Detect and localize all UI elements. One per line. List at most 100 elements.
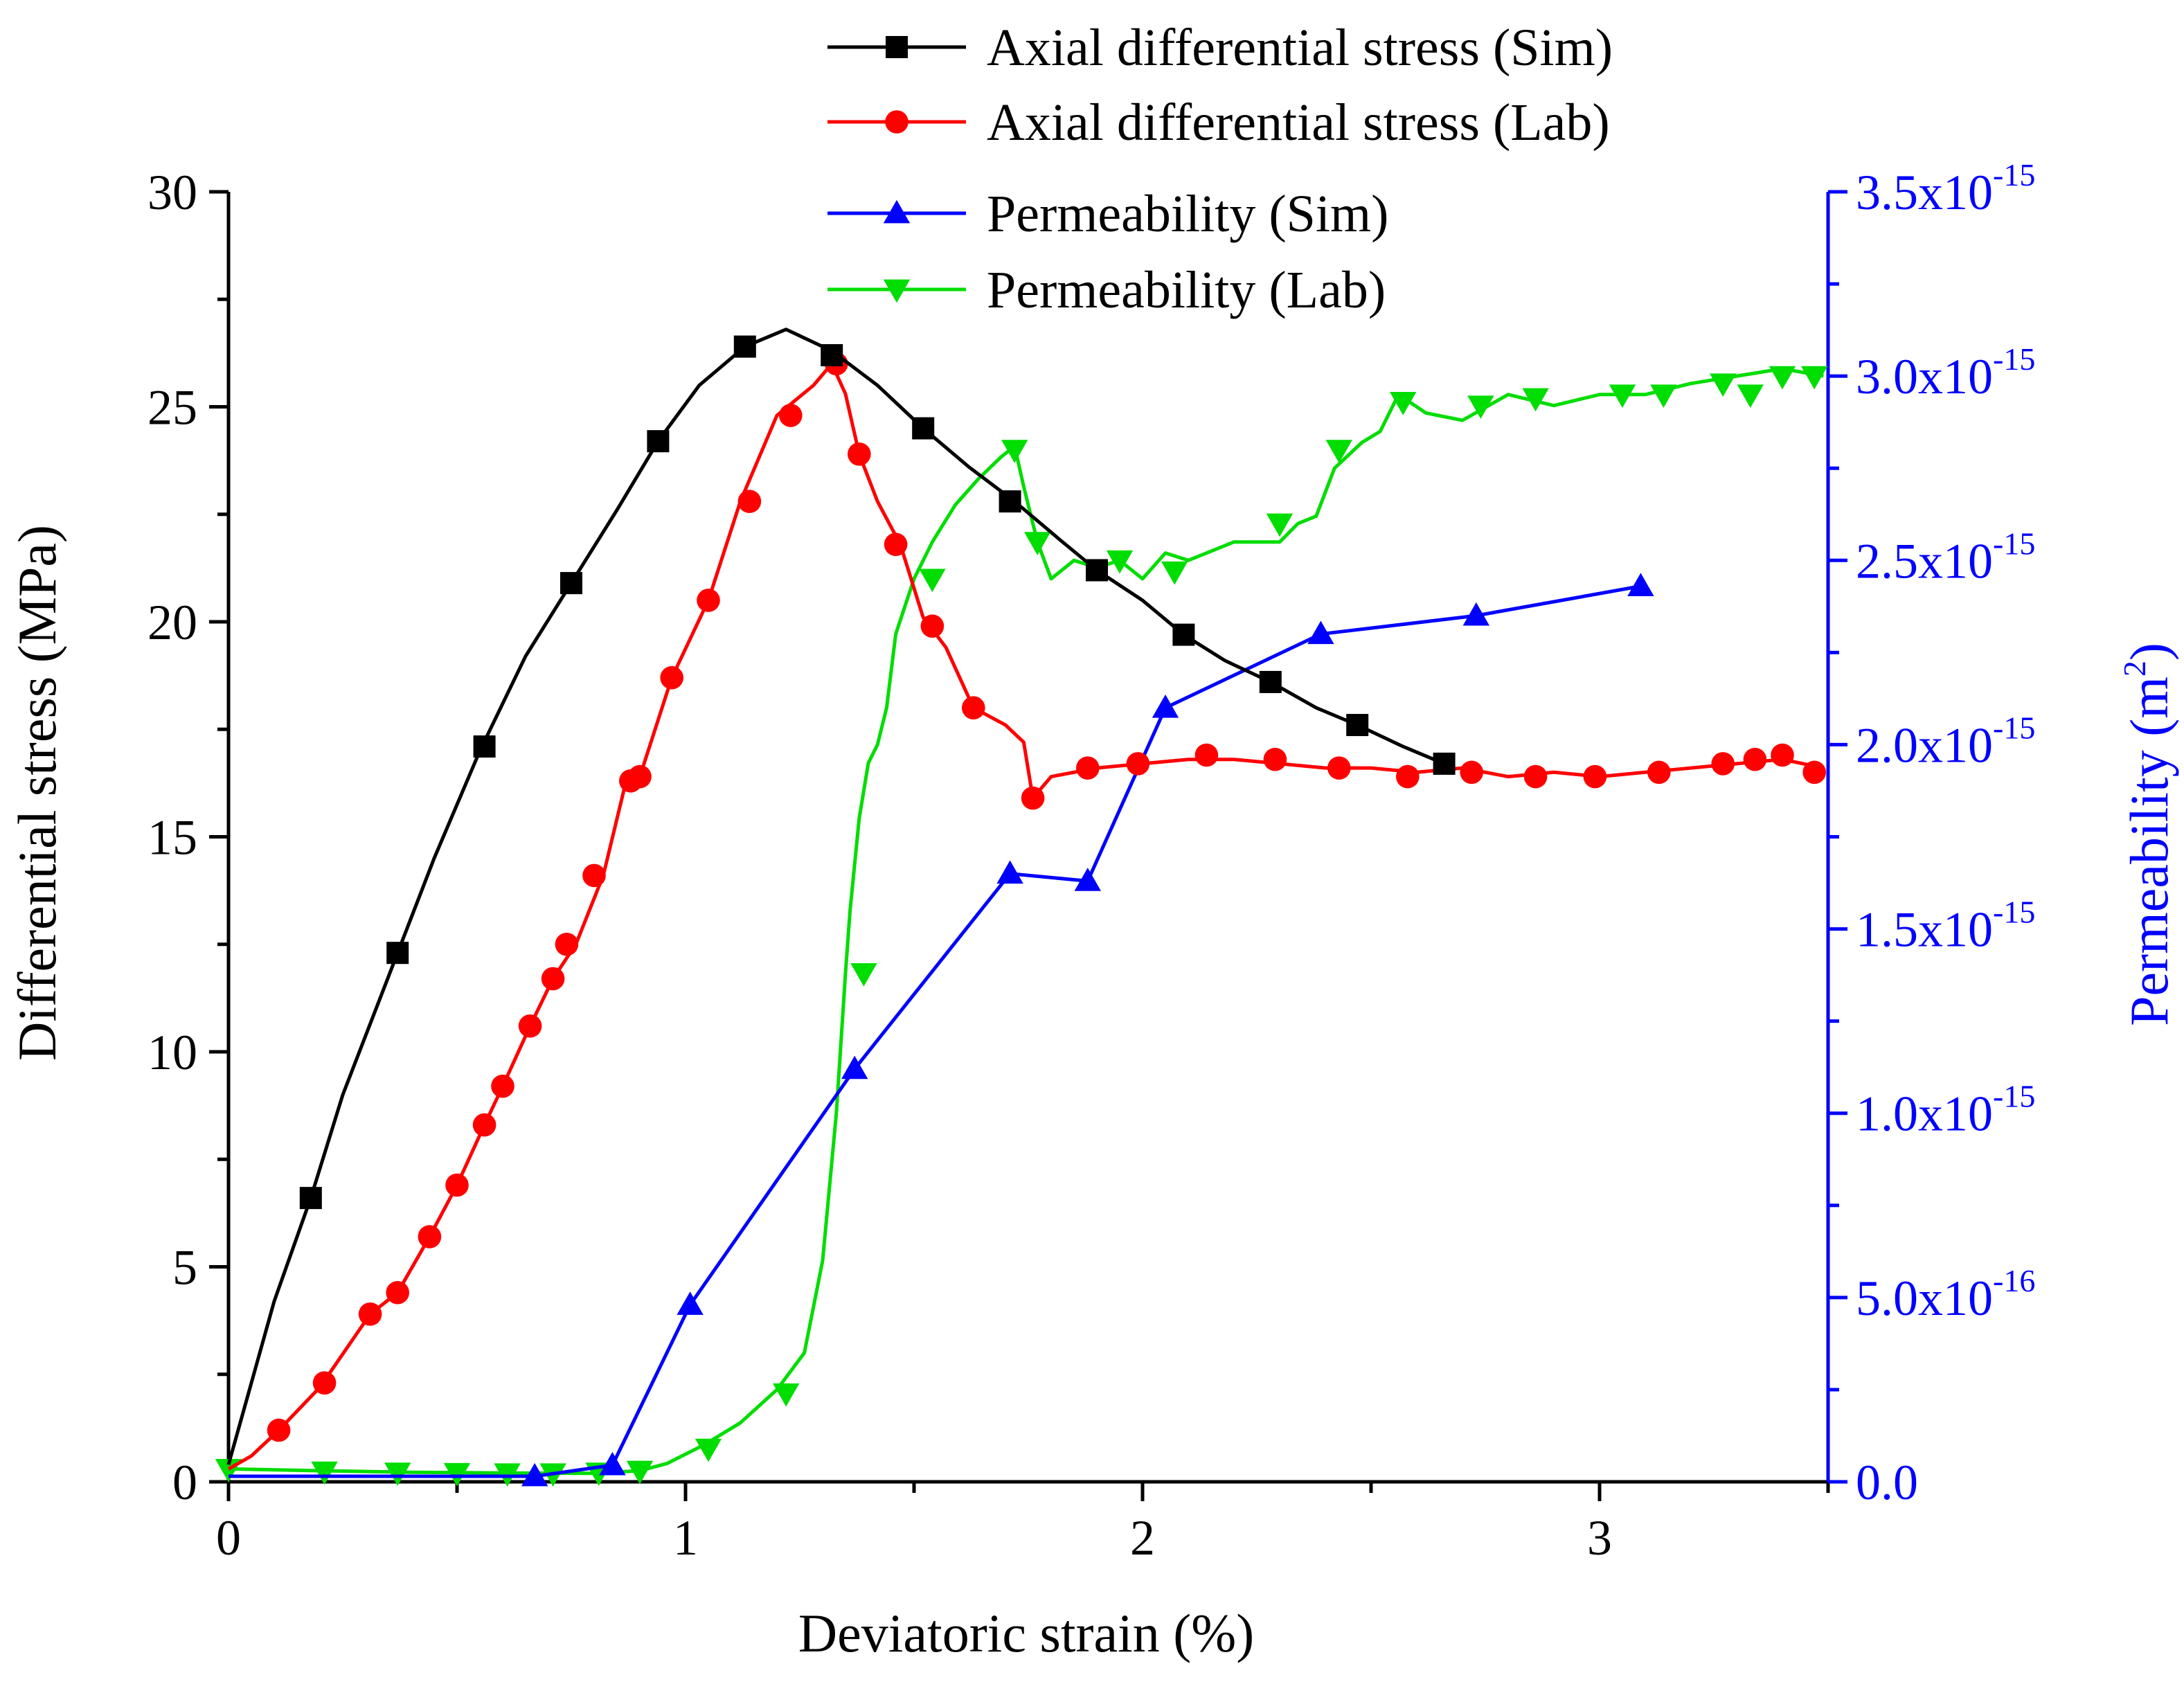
legend-marker [883, 279, 911, 303]
data-point [299, 1187, 322, 1210]
data-point [626, 1460, 654, 1485]
data-point [1172, 623, 1195, 646]
y-axis-title: Differential stress (MPa) [7, 525, 67, 1061]
y2-tick-label: 3.5x10-15 [1856, 157, 2035, 220]
data-point [491, 1074, 514, 1098]
axes: 0 1 2 30510152025300.05.0x10-161.0x10-151.5… [147, 157, 2035, 1566]
data-point [1259, 670, 1282, 693]
y-tick-label: 10 [147, 1025, 197, 1080]
data-point [358, 1302, 382, 1326]
data-point [445, 1173, 469, 1197]
x-axis-title: Deviatoric strain (%) [798, 1603, 1254, 1663]
data-point [1523, 764, 1548, 789]
data-point [1126, 752, 1150, 776]
y-tick-label: 25 [147, 380, 197, 436]
data-point [1433, 752, 1456, 775]
y-tick-label: 5 [172, 1240, 197, 1296]
y-tick-label: 30 [147, 165, 197, 220]
series-0 [226, 328, 1456, 1465]
data-point [541, 967, 565, 991]
data-point [848, 442, 871, 466]
series-line [226, 328, 1445, 1465]
data-point [695, 1438, 722, 1462]
data-point [521, 1462, 548, 1487]
series-line [229, 584, 1641, 1478]
data-point [386, 1280, 409, 1305]
y2-tick-label: 3.0x10-15 [1856, 341, 2035, 404]
series-1 [227, 352, 1826, 1471]
data-point [737, 490, 762, 513]
data-point [582, 863, 606, 888]
data-point [1086, 559, 1108, 582]
y2-tick-label: 2.5x10-15 [1856, 526, 2035, 589]
y2-axis-title: Permeability (m2) [2117, 643, 2179, 1026]
legend-label: Permeability (Sim) [987, 185, 1388, 243]
y2-tick-label: 1.5x10-15 [1856, 895, 2035, 958]
data-point [1801, 366, 1828, 390]
data-point [647, 430, 670, 453]
data-point [1710, 373, 1737, 397]
data-point [312, 1371, 337, 1395]
data-point [1327, 756, 1351, 780]
data-point [1106, 550, 1134, 574]
data-point [1024, 532, 1051, 555]
data-point [1390, 392, 1417, 415]
data-point [555, 932, 579, 956]
legend-label: Permeability (Lab) [987, 261, 1386, 319]
data-point [1396, 764, 1420, 789]
legend: Axial differential stress (Sim) Axial dif… [827, 19, 1613, 319]
data-point [773, 1383, 800, 1407]
data-point [1325, 440, 1352, 463]
data-point [1711, 752, 1735, 776]
data-point [1194, 743, 1219, 767]
data-point [1769, 366, 1796, 390]
data-point [1076, 756, 1100, 780]
data-point [920, 614, 945, 638]
data-point [1266, 513, 1294, 537]
data-point [733, 335, 756, 358]
legend-label: Axial differential stress (Lab) [987, 93, 1610, 152]
data-point [697, 589, 720, 612]
data-point [912, 417, 935, 440]
data-point [599, 1451, 626, 1476]
y-tick-label: 0 [172, 1455, 197, 1510]
data-point [1802, 760, 1826, 785]
data-point [560, 572, 582, 595]
legend-label: Axial differential stress (Sim) [987, 19, 1613, 77]
data-point [1263, 747, 1287, 771]
data-point [1460, 760, 1483, 785]
data-point [418, 1225, 442, 1248]
data-point [386, 942, 409, 965]
data-point [850, 963, 877, 987]
data-point [919, 568, 946, 593]
data-point [1161, 561, 1188, 585]
y2-tick-label: 5.0x10-16 [1856, 1263, 2035, 1326]
data-point [1583, 764, 1607, 789]
data-point [1467, 395, 1494, 419]
x-tick-label: 0 [216, 1510, 241, 1566]
y-tick-label: 20 [147, 595, 197, 650]
data-point [1462, 602, 1489, 626]
data-point [311, 1461, 338, 1485]
data-point [384, 1462, 411, 1486]
legend-marker [885, 110, 908, 134]
data-point [1743, 747, 1767, 771]
data-point [1771, 743, 1794, 767]
x-tick-label: 3 [1587, 1510, 1612, 1566]
series-3 [215, 366, 1828, 1487]
data-point [999, 490, 1021, 513]
data-point [1307, 620, 1334, 645]
legend-marker [883, 199, 911, 224]
data-point [473, 735, 496, 758]
data-point [518, 1014, 542, 1038]
data-point [962, 696, 985, 719]
data-point [1346, 714, 1369, 737]
series-2 [229, 573, 1654, 1487]
data-point [821, 343, 843, 366]
data-point [267, 1418, 291, 1442]
series-layer [215, 328, 1828, 1487]
x-tick-label: 2 [1130, 1510, 1155, 1566]
data-point [472, 1113, 496, 1137]
data-point [1609, 384, 1636, 408]
series-line [227, 361, 1824, 1471]
